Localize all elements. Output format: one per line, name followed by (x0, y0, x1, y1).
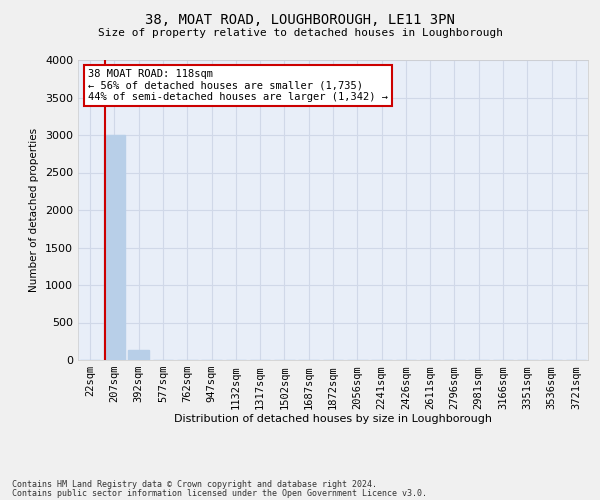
Bar (128, 350, 149, 360)
Text: 38, MOAT ROAD, LOUGHBOROUGH, LE11 3PN: 38, MOAT ROAD, LOUGHBOROUGH, LE11 3PN (145, 12, 455, 26)
Bar (104, 135, 125, 360)
Y-axis label: Number of detached properties: Number of detached properties (29, 128, 40, 292)
Text: 38 MOAT ROAD: 118sqm
← 56% of detached houses are smaller (1,735)
44% of semi-de: 38 MOAT ROAD: 118sqm ← 56% of detached h… (88, 69, 388, 102)
Text: Size of property relative to detached houses in Loughborough: Size of property relative to detached ho… (97, 28, 503, 38)
Text: Contains HM Land Registry data © Crown copyright and database right 2024.: Contains HM Land Registry data © Crown c… (12, 480, 377, 489)
X-axis label: Distribution of detached houses by size in Loughborough: Distribution of detached houses by size … (174, 414, 492, 424)
Text: Contains public sector information licensed under the Open Government Licence v3: Contains public sector information licen… (12, 488, 427, 498)
